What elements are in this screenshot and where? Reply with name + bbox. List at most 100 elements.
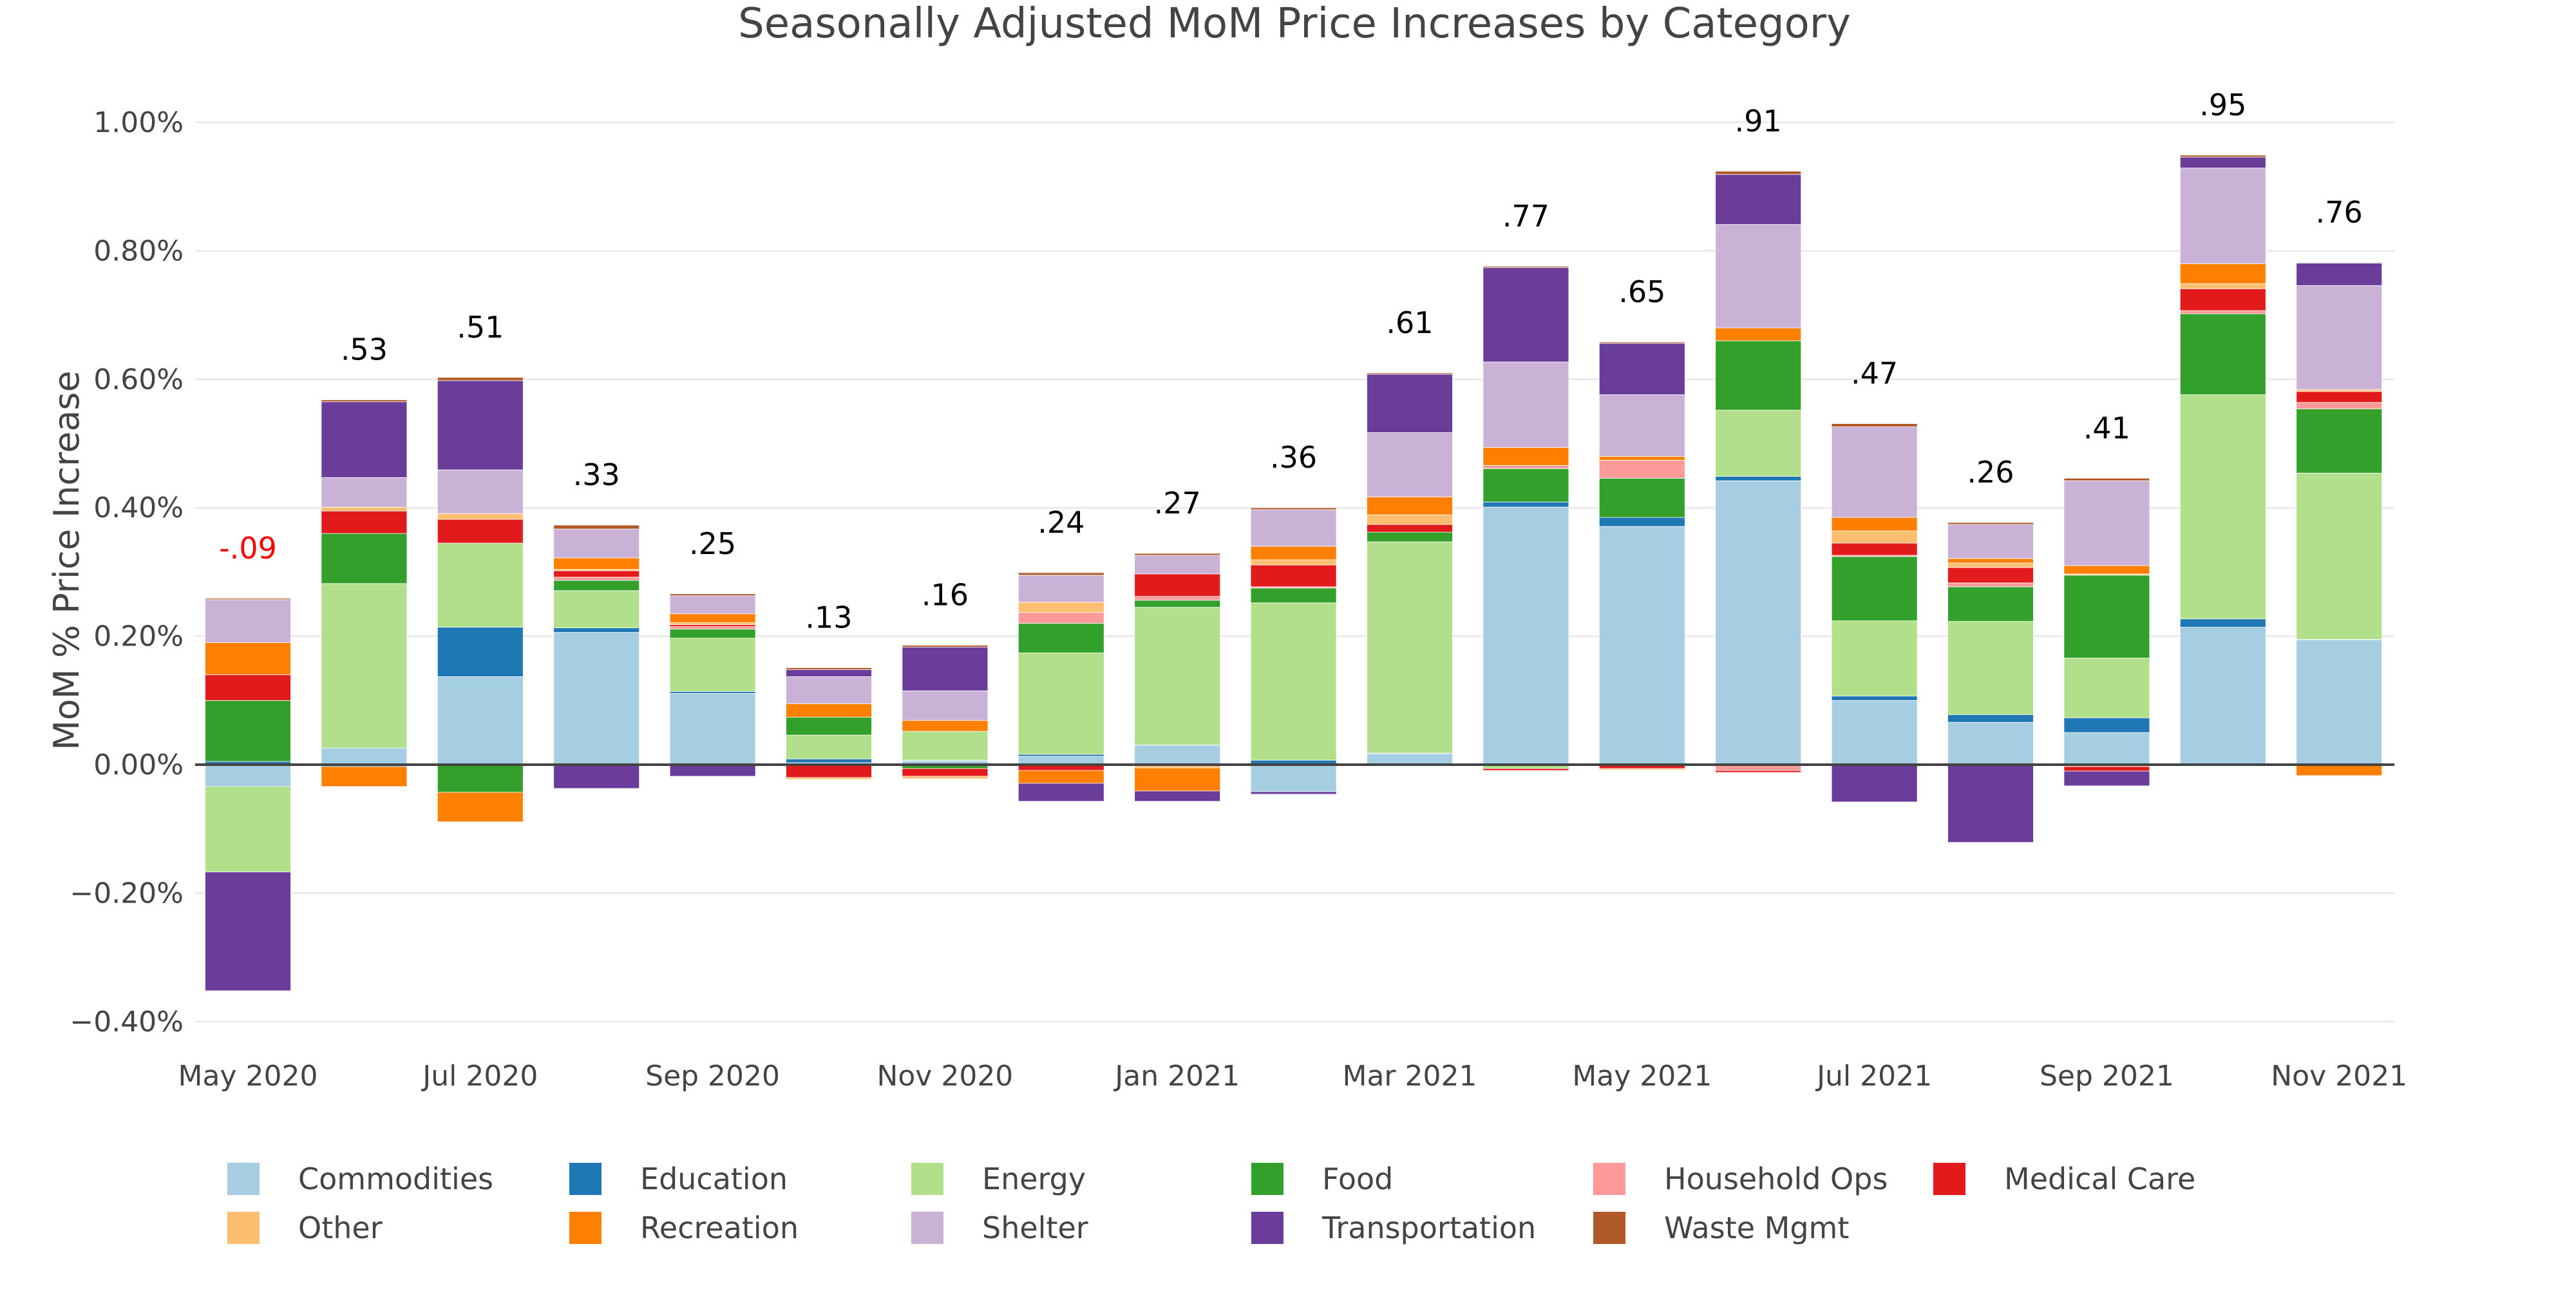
x-tick-label: Nov 2020 xyxy=(876,1060,1013,1093)
bar-segment-medical-care xyxy=(2179,288,2266,311)
bar-segment-shelter xyxy=(1250,509,1337,547)
bar-segment-medical-care xyxy=(1947,567,2034,584)
legend-item-shelter[interactable]: Shelter xyxy=(911,1210,1088,1245)
x-tick-label: Mar 2021 xyxy=(1343,1060,1477,1093)
bar-segment-medical-care xyxy=(1715,770,1802,773)
bar-stack-nov-2021 xyxy=(2296,262,2383,776)
y-axis-ticks: −0.40% −0.20% 0.00% 0.20% 0.40% 0.60% 0.80% 1.0… xyxy=(70,106,184,1038)
total-label: .61 xyxy=(1386,305,1433,340)
legend-item-medical-care[interactable]: Medical Care xyxy=(1933,1162,2195,1196)
bar-segment-commodities xyxy=(2179,627,2266,765)
legend-item-waste-mgmt[interactable]: Waste Mgmt xyxy=(1593,1210,1849,1245)
bar-segment-energy xyxy=(669,638,756,692)
bar-segment-commodities xyxy=(1947,722,2034,765)
legend-item-education[interactable]: Education xyxy=(569,1162,788,1196)
bar-segment-transportation xyxy=(786,669,872,677)
bar-segment-shelter xyxy=(1134,555,1221,575)
bar-segment-shelter xyxy=(1715,224,1802,329)
bar-stack-apr-2021 xyxy=(1482,265,1569,771)
bar-segment-education xyxy=(2063,717,2150,733)
bar-segment-medical-care xyxy=(1134,573,1221,597)
bar-segment-commodities xyxy=(1134,745,1221,765)
legend-item-recreation[interactable]: Recreation xyxy=(569,1210,799,1245)
bar-segment-transportation xyxy=(205,872,291,991)
y-tick-label: 0.20% xyxy=(93,620,184,653)
bar-segment-commodities xyxy=(437,676,524,765)
bar-segment-food xyxy=(1018,623,1104,653)
legend-label: Food xyxy=(1322,1162,1393,1196)
legend-swatch xyxy=(569,1212,601,1244)
bar-segment-food xyxy=(1598,477,1685,518)
bar-segment-recreation xyxy=(205,642,291,675)
total-label: .13 xyxy=(805,600,852,635)
y-tick-label: −0.40% xyxy=(70,1006,184,1038)
legend-item-household-ops[interactable]: Household Ops xyxy=(1593,1162,1888,1196)
total-label: .27 xyxy=(1154,486,1201,521)
bar-segment-other xyxy=(786,777,872,780)
bar-segment-shelter xyxy=(553,528,640,559)
legend-item-food[interactable]: Food xyxy=(1251,1162,1393,1196)
bar-segment-transportation xyxy=(1134,790,1221,802)
x-tick-label: Sep 2021 xyxy=(2040,1060,2174,1093)
bar-segment-shelter xyxy=(1367,432,1453,497)
legend-swatch xyxy=(1251,1212,1283,1244)
bar-segment-transportation xyxy=(1831,764,1918,803)
bar-segment-recreation xyxy=(2296,764,2383,776)
legend-label: Energy xyxy=(982,1162,1086,1196)
bar-stack-aug-2020 xyxy=(553,524,640,789)
bar-segment-recreation xyxy=(553,557,640,570)
bar-segment-waste-mgmt xyxy=(786,667,872,670)
bar-segment-transportation xyxy=(1018,783,1104,802)
bar-segment-household-ops xyxy=(2179,310,2266,314)
bar-segment-medical-care xyxy=(669,624,756,627)
bar-stack-feb-2021 xyxy=(1250,507,1337,795)
bar-segment-transportation xyxy=(1715,174,1802,225)
bar-segment-waste-mgmt xyxy=(1831,423,1918,427)
bar-stack-jun-2021 xyxy=(1715,171,1802,773)
total-label: .36 xyxy=(1270,440,1317,475)
bar-segment-education xyxy=(1018,754,1104,757)
bar-segment-shelter xyxy=(2179,167,2266,264)
bar-segment-energy xyxy=(1831,620,1918,696)
bar-segment-shelter xyxy=(1018,575,1104,603)
legend-item-other[interactable]: Other xyxy=(227,1210,383,1245)
bar-stack-mar-2021 xyxy=(1367,372,1453,765)
bar-stack-aug-2021 xyxy=(1947,522,2034,843)
bar-segment-food xyxy=(553,580,640,591)
legend-swatch xyxy=(227,1212,260,1244)
legend-item-commodities[interactable]: Commodities xyxy=(227,1162,493,1196)
bar-segment-commodities xyxy=(2063,732,2150,765)
bar-segment-education xyxy=(1598,517,1685,527)
bar-segment-transportation xyxy=(1947,764,2034,843)
bar-segment-other xyxy=(1367,514,1453,525)
bar-segment-other xyxy=(902,776,989,779)
bar-segment-transportation xyxy=(553,764,640,789)
bar-stack-sep-2021 xyxy=(2063,477,2150,787)
bar-segment-recreation xyxy=(1831,517,1918,531)
bar-segment-household-ops xyxy=(1134,596,1221,601)
bar-segment-other xyxy=(1947,562,2034,568)
bar-segment-commodities xyxy=(553,632,640,765)
bar-segment-commodities xyxy=(1482,506,1569,765)
x-tick-label: May 2021 xyxy=(1572,1060,1712,1093)
bar-segment-waste-mgmt xyxy=(205,598,291,600)
bar-segment-shelter xyxy=(2063,480,2150,566)
bar-segment-household-ops xyxy=(669,626,756,630)
bar-segment-waste-mgmt xyxy=(1947,522,2034,525)
bar-segment-food xyxy=(1134,600,1221,608)
total-label: .24 xyxy=(1037,505,1084,540)
bar-segment-medical-care xyxy=(2063,766,2150,772)
legend-item-transportation[interactable]: Transportation xyxy=(1251,1210,1536,1245)
bar-segment-energy xyxy=(1134,607,1221,745)
bar-segment-waste-mgmt xyxy=(321,399,408,403)
bar-stack-may-2021 xyxy=(1598,341,1685,770)
bar-segment-commodities xyxy=(205,764,291,787)
bar-segment-other xyxy=(2179,283,2266,289)
bar-segment-waste-mgmt xyxy=(669,593,756,597)
bar-segment-recreation xyxy=(1018,770,1104,784)
legend-item-energy[interactable]: Energy xyxy=(911,1162,1086,1196)
bar-segment-shelter xyxy=(205,599,291,643)
bar-segment-education xyxy=(1831,695,1918,701)
bar-segment-commodities xyxy=(1715,480,1802,765)
